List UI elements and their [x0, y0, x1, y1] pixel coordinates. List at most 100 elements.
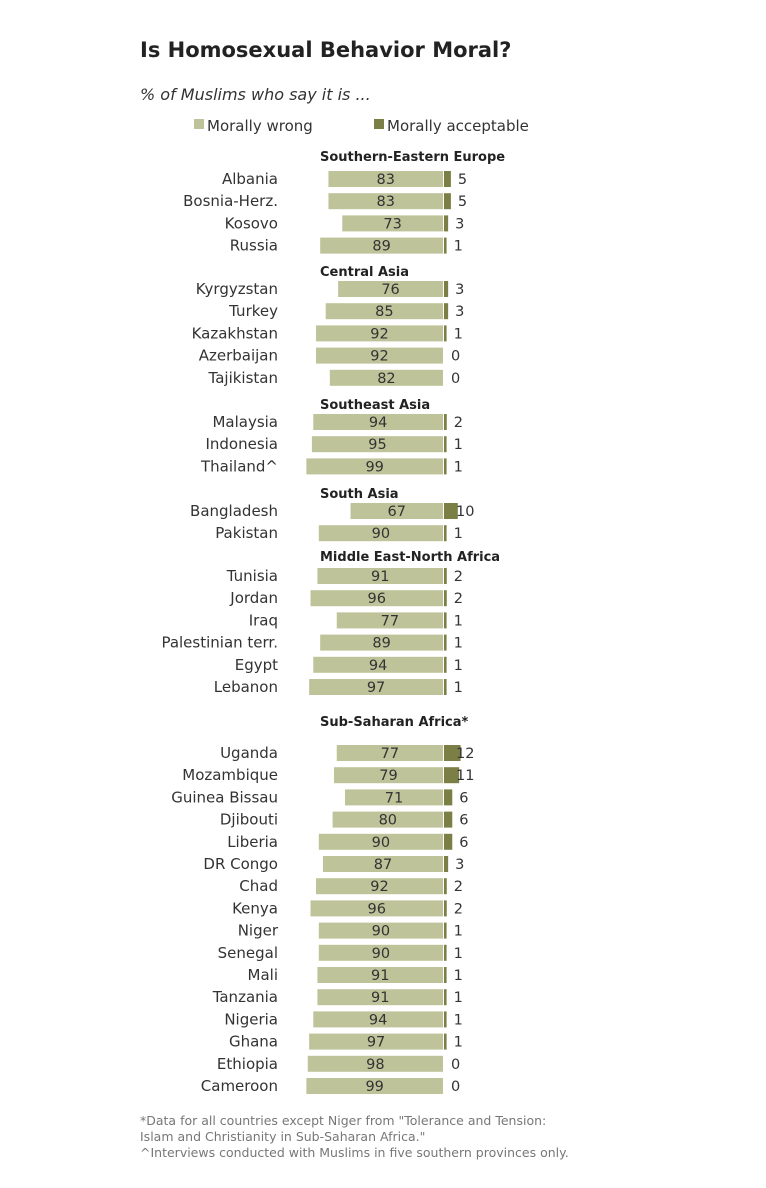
- value-morally-wrong-kazakhstan: 92: [370, 326, 388, 342]
- group-label: Central Asia: [320, 265, 409, 280]
- bar-morally-wrong-kazakhstan: [316, 325, 443, 342]
- value-morally-wrong-kyrgyzstan: 76: [381, 282, 399, 298]
- country-label-chad: Chad: [239, 877, 278, 895]
- legend: Morally wrong Morally acceptable: [194, 117, 529, 135]
- value-morally-acceptable-kyrgyzstan: 3: [455, 282, 464, 298]
- bar-morally-acceptable-thailand: [444, 458, 447, 475]
- value-morally-wrong-mozambique: 79: [379, 768, 397, 784]
- value-morally-acceptable-ghana: 1: [454, 1035, 463, 1051]
- bar-morally-acceptable-indonesia: [444, 436, 447, 453]
- value-morally-wrong-thailand: 99: [365, 459, 383, 475]
- group-label: Southeast Asia: [320, 398, 430, 413]
- value-morally-acceptable-malaysia: 2: [454, 415, 463, 431]
- country-label-kazakhstan: Kazakhstan: [192, 324, 278, 342]
- country-label-turkey: Turkey: [228, 302, 278, 320]
- value-morally-wrong-kosovo: 73: [383, 216, 401, 232]
- bar-morally-acceptable-turkey: [444, 303, 449, 320]
- value-morally-wrong-iraq: 77: [381, 613, 399, 629]
- value-morally-wrong-mali: 91: [371, 968, 389, 984]
- value-morally-acceptable-indonesia: 1: [454, 437, 463, 453]
- value-morally-wrong-jordan: 96: [368, 591, 386, 607]
- value-morally-acceptable-iraq: 1: [454, 613, 463, 629]
- bar-morally-wrong-ethiopia: [307, 1055, 443, 1072]
- bar-morally-wrong-tunisia: [317, 568, 443, 584]
- chart-subtitle: % of Muslims who say it is ...: [140, 85, 371, 104]
- value-morally-wrong-indonesia: 95: [368, 437, 386, 453]
- group-label: South Asia: [320, 487, 399, 502]
- bar-morally-acceptable-ghana: [444, 1033, 447, 1050]
- bar-morally-wrong-thailand: [306, 458, 443, 475]
- bar-morally-acceptable-tunisia: [444, 568, 447, 584]
- value-morally-acceptable-kosovo: 3: [455, 216, 464, 232]
- value-morally-wrong-egypt: 94: [369, 658, 387, 674]
- bar-morally-acceptable-pakistan: [444, 525, 447, 542]
- value-morally-acceptable-bosnia-herz: 5: [458, 194, 467, 210]
- group-label: Southern-Eastern Europe: [320, 150, 505, 165]
- country-label-dr-congo: DR Congo: [203, 855, 278, 873]
- value-morally-wrong-lebanon: 97: [367, 680, 385, 696]
- value-morally-wrong-cameroon: 99: [365, 1079, 383, 1095]
- bar-morally-wrong-uganda: [336, 745, 443, 761]
- bar-morally-wrong-kenya: [310, 900, 443, 917]
- bar-morally-acceptable-kazakhstan: [444, 325, 447, 342]
- value-morally-wrong-djibouti: 80: [379, 813, 397, 829]
- bar-morally-wrong-djibouti: [332, 811, 443, 828]
- value-morally-wrong-bangladesh: 67: [388, 504, 406, 520]
- bar-morally-acceptable-niger: [444, 922, 447, 939]
- bar-morally-acceptable-nigeria: [444, 1011, 447, 1028]
- country-label-thailand: Thailand^: [200, 457, 278, 475]
- value-morally-wrong-dr-congo: 87: [374, 857, 392, 873]
- value-morally-wrong-ghana: 97: [367, 1035, 385, 1051]
- group-label: Sub-Saharan Africa*: [320, 715, 469, 730]
- bar-morally-wrong-chad: [316, 878, 443, 895]
- value-morally-wrong-pakistan: 90: [372, 526, 390, 542]
- value-morally-acceptable-egypt: 1: [454, 658, 463, 674]
- bar-morally-acceptable-egypt: [444, 656, 447, 673]
- country-label-iraq: Iraq: [249, 611, 278, 629]
- bar-morally-acceptable-dr-congo: [444, 856, 449, 872]
- bar-morally-wrong-nigeria: [313, 1011, 443, 1028]
- value-morally-acceptable-uganda: 12: [456, 746, 474, 762]
- bar-morally-acceptable-iraq: [444, 612, 447, 629]
- bar-morally-acceptable-malaysia: [444, 414, 447, 430]
- country-label-kenya: Kenya: [232, 899, 278, 917]
- country-label-kosovo: Kosovo: [225, 214, 278, 232]
- legend-swatch-morally-acceptable: [374, 119, 384, 129]
- country-label-bangladesh: Bangladesh: [190, 502, 278, 520]
- bar-morally-acceptable-kosovo: [444, 215, 449, 232]
- value-morally-acceptable-palestinian-terr: 1: [454, 636, 463, 652]
- value-morally-wrong-nigeria: 94: [369, 1012, 387, 1028]
- bar-morally-acceptable-lebanon: [444, 679, 447, 695]
- bar-morally-acceptable-mali: [444, 967, 447, 983]
- bar-morally-acceptable-senegal: [444, 944, 447, 961]
- country-label-djibouti: Djibouti: [220, 811, 278, 829]
- bar-morally-wrong-cameroon: [306, 1078, 443, 1094]
- country-label-guinea-bissau: Guinea Bissau: [171, 788, 278, 806]
- bar-morally-wrong-lebanon: [309, 679, 443, 695]
- value-morally-acceptable-djibouti: 6: [459, 813, 468, 829]
- bar-morally-wrong-ghana: [309, 1033, 443, 1050]
- value-morally-wrong-ethiopia: 98: [366, 1057, 384, 1073]
- value-morally-acceptable-mali: 1: [454, 968, 463, 984]
- value-morally-wrong-malaysia: 94: [369, 415, 387, 431]
- country-label-albania: Albania: [222, 170, 278, 188]
- bar-morally-acceptable-chad: [444, 878, 447, 895]
- legend-label-morally-acceptable: Morally acceptable: [387, 117, 529, 135]
- value-morally-wrong-uganda: 77: [381, 746, 399, 762]
- legend-swatch-morally-wrong: [194, 119, 204, 129]
- bar-morally-acceptable-jordan: [444, 590, 447, 607]
- bar-morally-acceptable-djibouti: [444, 811, 453, 828]
- country-label-ethiopia: Ethiopia: [217, 1055, 278, 1073]
- country-label-jordan: Jordan: [229, 589, 278, 607]
- bar-morally-acceptable-albania: [444, 171, 451, 187]
- value-morally-acceptable-albania: 5: [458, 172, 467, 188]
- country-label-lebanon: Lebanon: [214, 678, 278, 696]
- bar-morally-acceptable-guinea-bissau: [444, 789, 453, 806]
- value-morally-acceptable-guinea-bissau: 6: [459, 790, 468, 806]
- bar-morally-wrong-guinea-bissau: [345, 789, 443, 806]
- bar-morally-wrong-tanzania: [317, 989, 443, 1006]
- bar-morally-acceptable-russia: [444, 237, 447, 254]
- bar-morally-wrong-egypt: [313, 656, 443, 673]
- value-morally-wrong-senegal: 90: [372, 946, 390, 962]
